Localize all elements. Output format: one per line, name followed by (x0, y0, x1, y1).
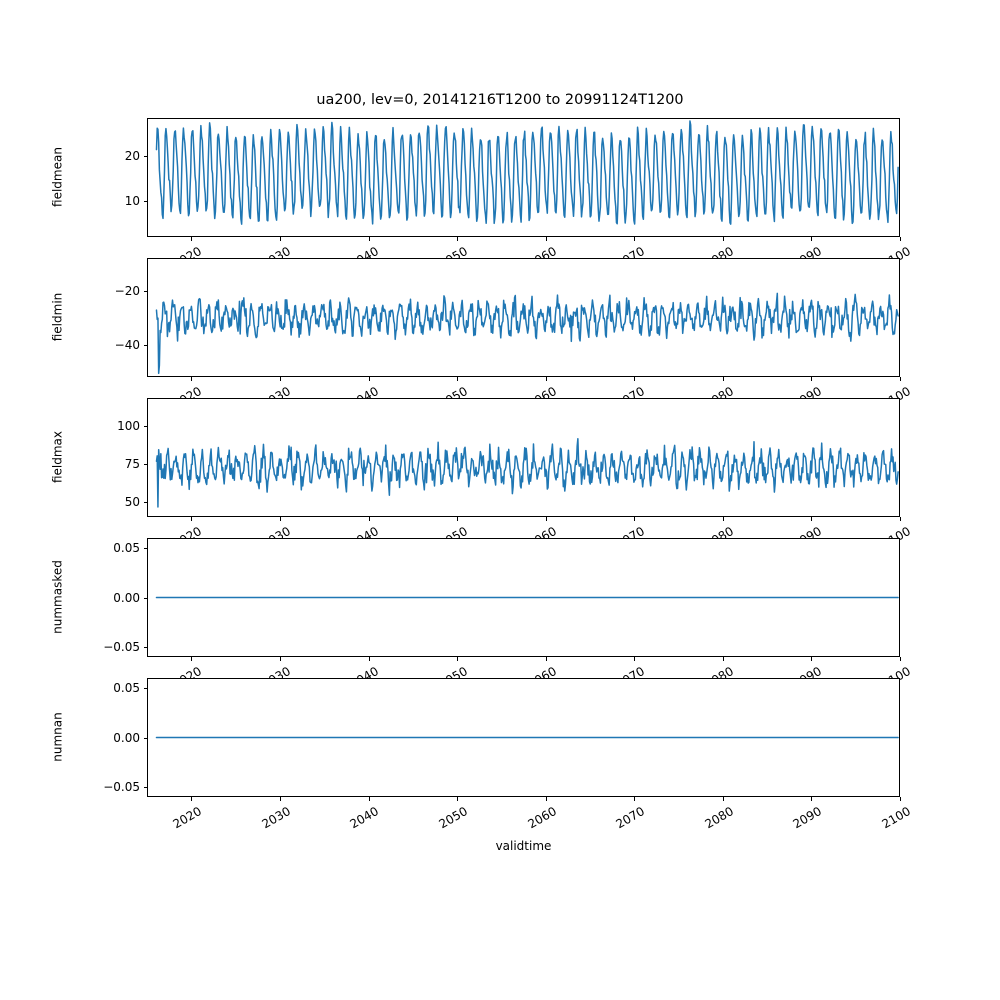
x-tick-mark (545, 377, 547, 381)
data-line-fieldmax (156, 439, 898, 507)
y-tick-mark (143, 344, 147, 346)
subplot-nummasked (147, 538, 900, 657)
plot-area-fieldmean (148, 119, 899, 236)
y-tick-label: 100 (117, 418, 140, 433)
x-tick-mark (368, 517, 370, 521)
x-tick-mark (545, 237, 547, 241)
x-tick-mark (811, 517, 813, 521)
x-tick-label: 2060 (525, 804, 559, 832)
x-tick-mark (457, 517, 459, 521)
x-tick-mark (634, 237, 636, 241)
x-tick-label: 2090 (790, 804, 825, 832)
x-tick-mark (811, 237, 813, 241)
x-tick-mark (634, 797, 636, 801)
y-tick-mark (143, 463, 147, 465)
x-tick-mark (368, 657, 370, 661)
x-tick-mark (457, 657, 459, 661)
y-tick-label: 75 (124, 456, 140, 471)
y-tick-label: 0.05 (113, 540, 140, 555)
x-tick-mark (191, 797, 193, 801)
x-tick-mark (545, 517, 547, 521)
x-tick-mark (279, 237, 281, 241)
x-tick-mark (634, 657, 636, 661)
y-tick-label: 20 (124, 149, 140, 164)
subplot-numnan (147, 678, 900, 797)
y-tick-label: 0.00 (113, 730, 140, 745)
y-tick-mark (143, 647, 147, 649)
y-tick-label: 0.00 (113, 590, 140, 605)
x-tick-mark (900, 657, 902, 661)
x-tick-label: 2100 (879, 804, 913, 832)
x-tick-mark (722, 657, 724, 661)
x-tick-mark (191, 237, 193, 241)
x-tick-label: 2080 (702, 804, 736, 832)
y-tick-mark (143, 290, 147, 292)
plot-area-fieldmin (148, 259, 899, 376)
y-tick-label: −0.05 (103, 780, 140, 795)
x-tick-label: 2040 (348, 804, 382, 832)
x-tick-mark (722, 237, 724, 241)
x-tick-label: 2070 (613, 804, 648, 832)
x-tick-mark (900, 797, 902, 801)
y-axis-label-numnan: numnan (50, 711, 64, 762)
x-tick-mark (722, 377, 724, 381)
x-tick-mark (279, 797, 281, 801)
x-tick-label: 2020 (170, 804, 205, 832)
y-tick-mark (143, 501, 147, 503)
figure-title: ua200, lev=0, 20141216T1200 to 20991124T… (316, 92, 684, 108)
y-tick-label: −20 (114, 283, 140, 298)
x-tick-mark (900, 517, 902, 521)
x-tick-mark (279, 377, 281, 381)
x-tick-mark (457, 797, 459, 801)
x-tick-mark (545, 797, 547, 801)
y-tick-mark (143, 687, 147, 689)
y-tick-label: 0.05 (113, 680, 140, 695)
y-tick-mark (143, 737, 147, 739)
x-tick-mark (722, 797, 724, 801)
x-tick-mark (191, 657, 193, 661)
y-tick-mark (143, 547, 147, 549)
x-tick-mark (811, 797, 813, 801)
x-tick-mark (368, 237, 370, 241)
y-tick-mark (143, 597, 147, 599)
y-tick-mark (143, 787, 147, 789)
plot-area-fieldmax (148, 399, 899, 516)
y-tick-label: 10 (124, 194, 140, 209)
x-axis-label: validtime (495, 839, 552, 853)
x-tick-mark (457, 377, 459, 381)
y-tick-mark (143, 201, 147, 203)
plot-area-numnan (148, 679, 899, 796)
x-tick-mark (457, 237, 459, 241)
x-tick-mark (368, 797, 370, 801)
y-tick-mark (143, 425, 147, 427)
y-tick-label: −40 (114, 337, 140, 352)
y-tick-mark (143, 156, 147, 158)
subplot-fieldmean (147, 118, 900, 237)
x-tick-label: 2030 (259, 804, 293, 832)
x-tick-mark (634, 377, 636, 381)
x-tick-mark (811, 657, 813, 661)
x-tick-mark (811, 377, 813, 381)
x-tick-mark (191, 517, 193, 521)
x-tick-mark (900, 237, 902, 241)
x-tick-mark (900, 377, 902, 381)
data-line-fieldmean (156, 121, 898, 224)
plot-area-nummasked (148, 539, 899, 656)
y-tick-label: −0.05 (103, 640, 140, 655)
subplot-fieldmin (147, 258, 900, 377)
x-tick-label: 2050 (436, 804, 471, 832)
x-tick-mark (634, 517, 636, 521)
x-tick-mark (191, 377, 193, 381)
subplot-fieldmax (147, 398, 900, 517)
x-tick-mark (279, 657, 281, 661)
x-tick-mark (722, 517, 724, 521)
x-tick-mark (368, 377, 370, 381)
x-tick-mark (545, 657, 547, 661)
data-line-fieldmin (156, 293, 898, 373)
y-tick-label: 50 (124, 494, 140, 509)
x-tick-mark (279, 517, 281, 521)
